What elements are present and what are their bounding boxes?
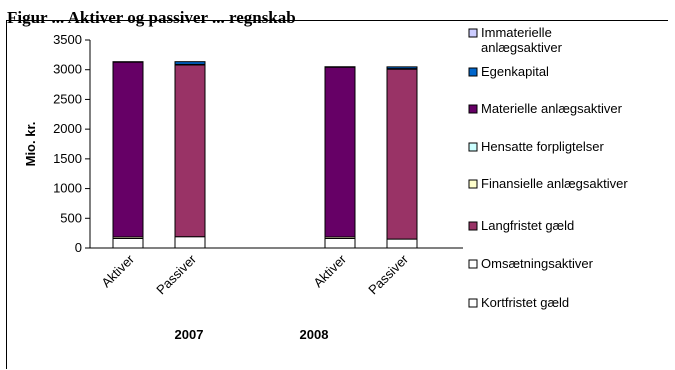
bars	[112, 61, 418, 249]
y-axis-label-group: Mio. kr.	[23, 122, 38, 167]
legend-swatch	[468, 104, 478, 114]
legend-label: Kortfristet gæld	[481, 295, 569, 310]
y-tick-label: 3000	[53, 62, 82, 77]
group-label: 2007	[175, 327, 204, 342]
chart-title-fragment: Figur ... Aktiver og passiver ... regnsk…	[7, 8, 296, 27]
y-tick-label: 0	[75, 240, 82, 255]
legend-label: Finansielle anlægsaktiver	[481, 176, 628, 191]
legend-label: Materielle anlægsaktiver	[481, 101, 623, 116]
bar-segment	[174, 64, 206, 238]
y-tick-label: 3500	[53, 32, 82, 47]
y-tick-label: 1000	[53, 181, 82, 196]
category-label: Passiver	[153, 251, 199, 297]
legend: Immaterielle anlægsaktiver Egenkapital Mate…	[468, 25, 628, 310]
bar-segment	[112, 237, 144, 249]
category-labels: Aktiver Passiver Aktiver Passiver	[98, 251, 411, 297]
legend-label: Hensatte forpligtelser	[481, 139, 605, 154]
category-label: Aktiver	[310, 251, 349, 290]
group-label: 2008	[300, 327, 329, 342]
bar-segment	[324, 66, 356, 238]
y-ticks: 0 500 1000 1500 2000 2500 3000 3500	[53, 32, 90, 255]
chart-svg: Mio. kr. 0 500 1000 1500 2000 2500 3000 3500 Ak…	[23, 25, 628, 342]
legend-swatch	[468, 179, 478, 189]
bar-segment	[174, 236, 206, 249]
legend-swatch	[468, 28, 478, 38]
y-axis-label: Mio. kr.	[23, 122, 38, 167]
legend-swatch	[468, 142, 478, 152]
bar-segment	[324, 237, 356, 249]
bar-segment	[174, 61, 206, 65]
bar-segment	[386, 238, 418, 249]
bar-segment	[324, 66, 356, 68]
y-tick-label: 1500	[53, 151, 82, 166]
y-tick-label: 2000	[53, 121, 82, 136]
legend-label: Egenkapital	[481, 64, 549, 79]
legend-swatch	[468, 221, 478, 231]
y-tick-label: 2500	[53, 91, 82, 106]
legend-swatch	[468, 298, 478, 308]
category-label: Aktiver	[98, 251, 137, 290]
bar-segment	[112, 61, 144, 63]
chart-frame: Figur ... Aktiver og passiver ... regnsk…	[6, 8, 668, 369]
bar-segment	[386, 66, 418, 70]
legend-swatch	[468, 259, 478, 269]
legend-label: Langfristet gæld	[481, 218, 574, 233]
group-labels: 2007 2008	[175, 327, 329, 342]
legend-label: Omsætningsaktiver	[481, 256, 594, 271]
legend-swatch	[468, 67, 478, 77]
category-label: Passiver	[365, 251, 411, 297]
legend-label: Immaterielle anlægsaktiver	[481, 25, 563, 55]
bar-segment	[112, 61, 144, 238]
y-tick-label: 500	[60, 210, 82, 225]
axes	[89, 40, 463, 249]
bar-segment	[386, 68, 418, 240]
